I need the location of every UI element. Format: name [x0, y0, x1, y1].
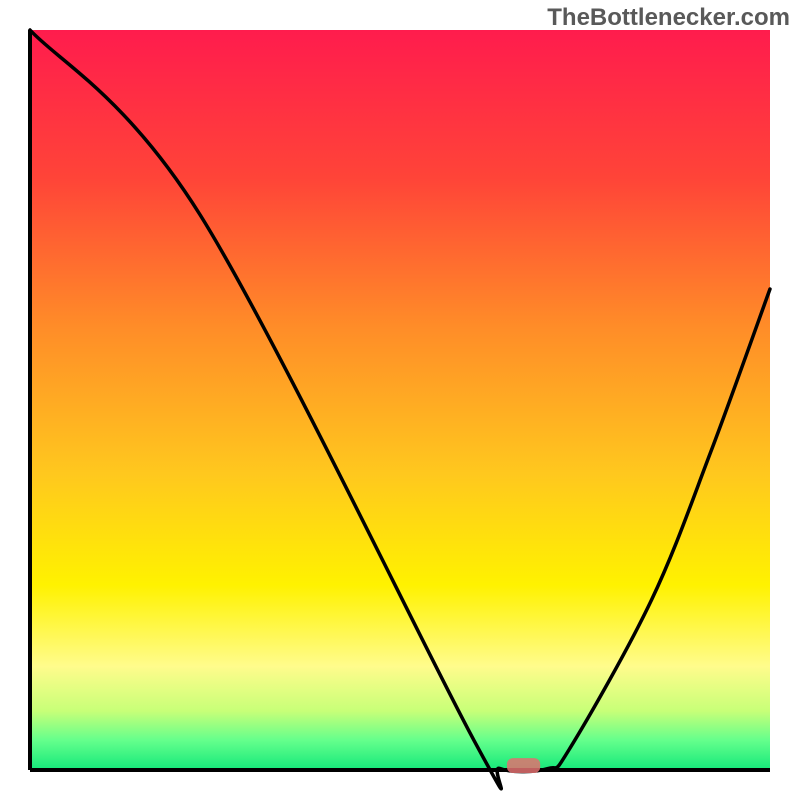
chart-container: TheBottlenecker.com [0, 0, 800, 800]
plot-background [30, 30, 770, 770]
selected-marker [507, 758, 540, 773]
watermark-text: TheBottlenecker.com [547, 4, 790, 32]
bottleneck-chart [0, 0, 800, 800]
